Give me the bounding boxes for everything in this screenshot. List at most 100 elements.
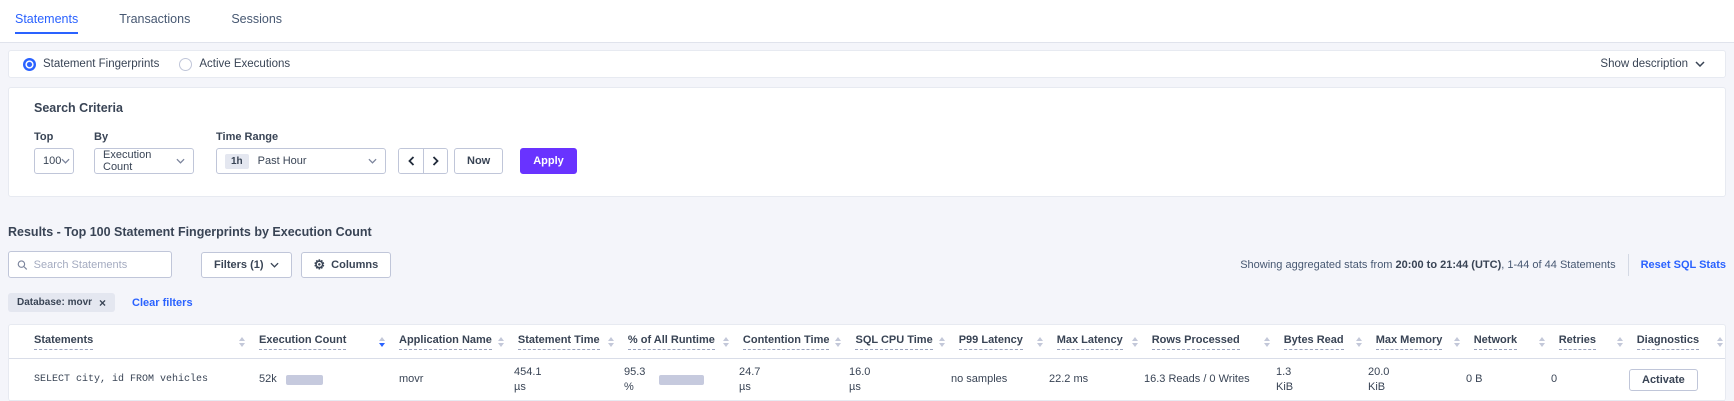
next-time-range-button[interactable]	[423, 149, 447, 173]
column-header-application-name[interactable]: Application Name	[399, 334, 508, 350]
pct-of-runtime-value: 95.3 %	[624, 365, 646, 393]
p99-latency-cell: no samples	[951, 373, 1008, 386]
search-icon	[17, 259, 28, 270]
tab-sessions[interactable]: Sessions	[231, 12, 283, 26]
statements-table: Statements Execution Count Application N…	[8, 324, 1726, 401]
activate-diagnostics-button[interactable]: Activate	[1629, 368, 1698, 391]
column-header-retries[interactable]: Retries	[1558, 334, 1627, 350]
aggregated-stats-text: Showing aggregated stats from 20:00 to 2…	[1240, 259, 1615, 271]
columns-label: Columns	[331, 258, 379, 271]
reset-sql-stats-link[interactable]: Reset SQL Stats	[1640, 258, 1726, 271]
show-description-toggle[interactable]: Show description	[1600, 58, 1705, 70]
column-header-pct-of-all-runtime[interactable]: % of All Runtime	[627, 334, 733, 350]
previous-time-range-button[interactable]	[399, 149, 423, 173]
column-label: P99 Latency	[958, 334, 1023, 350]
view-mode-row: Statement Fingerprints Active Executions…	[8, 50, 1726, 78]
results-controls-row: Filters (1) ⚙ Columns Showing aggregated…	[8, 251, 1726, 278]
contention-time-cell: 24.7 µs	[739, 365, 839, 395]
diagnostics-cell: Activate	[1629, 368, 1719, 391]
bytes-read-cell: 1.3 KiB	[1276, 365, 1358, 395]
radio-active-executions[interactable]: Active Executions	[179, 57, 291, 71]
sort-icon	[1453, 336, 1460, 347]
sort-icon	[938, 336, 945, 347]
table-header-row: Statements Execution Count Application N…	[9, 325, 1725, 359]
column-header-rows-processed[interactable]: Rows Processed	[1151, 334, 1274, 350]
column-label: % of All Runtime	[627, 334, 715, 350]
column-label: Max Memory	[1375, 334, 1443, 350]
column-label: Retries	[1558, 334, 1597, 350]
stats-suffix: , 1-44 of 44 Statements	[1501, 258, 1616, 271]
column-header-contention-time[interactable]: Contention Time	[742, 334, 846, 350]
column-header-diagnostics[interactable]: Diagnostics	[1636, 334, 1727, 350]
radio-label: Active Executions	[199, 58, 291, 70]
column-header-bytes-read[interactable]: Bytes Read	[1283, 334, 1366, 350]
chevron-down-icon	[1695, 61, 1705, 67]
execution-count-bar	[285, 374, 323, 385]
top-value: 100	[43, 155, 62, 167]
sort-icon	[1355, 336, 1362, 347]
radio-statement-fingerprints[interactable]: Statement Fingerprints	[23, 57, 159, 71]
sort-icon	[607, 336, 614, 347]
clear-filters-link[interactable]: Clear filters	[132, 296, 193, 309]
chevron-down-icon	[61, 158, 70, 164]
chevron-down-icon	[269, 262, 279, 268]
sql-activity-tabbar: Statements Transactions Sessions	[0, 0, 1734, 43]
search-criteria-title: Search Criteria	[34, 101, 123, 115]
remove-filter-icon[interactable]: ×	[99, 295, 107, 310]
chevron-down-icon	[368, 158, 377, 164]
column-header-statement-time[interactable]: Statement Time	[517, 334, 618, 350]
rows-processed-cell: 16.3 Reads / 0 Writes	[1144, 373, 1250, 386]
column-label: Execution Count	[259, 334, 347, 350]
sort-icon	[1131, 336, 1138, 347]
column-header-max-memory[interactable]: Max Memory	[1375, 334, 1464, 350]
network-cell: 0 B	[1466, 373, 1483, 386]
sort-icon	[1538, 336, 1545, 347]
max-latency-cell: 22.2 ms	[1049, 373, 1089, 386]
application-name-cell: movr	[399, 373, 424, 386]
top-select[interactable]: 100	[34, 148, 74, 174]
tab-transactions[interactable]: Transactions	[119, 12, 191, 26]
column-label: Statements	[34, 334, 94, 350]
column-header-network[interactable]: Network	[1473, 334, 1549, 350]
column-label: Bytes Read	[1283, 334, 1344, 350]
bytes-read-value: 1.3 KiB	[1276, 365, 1294, 393]
statement-time-cell: 454.1 µs	[514, 365, 614, 395]
by-select[interactable]: Execution Count	[94, 148, 194, 174]
gear-icon: ⚙	[313, 257, 326, 272]
column-label: Max Latency	[1056, 334, 1123, 350]
sort-icon	[497, 336, 504, 347]
column-label: Network	[1473, 334, 1518, 350]
sort-icon	[1263, 336, 1270, 347]
max-memory-cell: 20.0 KiB	[1368, 365, 1456, 395]
column-header-max-latency[interactable]: Max Latency	[1056, 334, 1142, 350]
search-criteria-form: Top 100 By Execution Count Time Range 1h…	[34, 131, 1700, 174]
filters-button[interactable]: Filters (1)	[201, 251, 292, 278]
table-row: SELECT city, id FROM vehicles 52k movr 4…	[9, 359, 1725, 401]
divider	[1627, 253, 1629, 276]
column-header-sql-cpu-time[interactable]: SQL CPU Time	[855, 334, 948, 350]
results-heading: Results - Top 100 Statement Fingerprints…	[8, 225, 372, 239]
execution-count-cell: 52k	[259, 372, 389, 387]
tab-statements[interactable]: Statements	[15, 12, 79, 34]
column-header-statements[interactable]: Statements	[34, 334, 249, 350]
columns-button[interactable]: ⚙ Columns	[300, 251, 392, 278]
pct-of-runtime-cell: 95.3 %	[624, 365, 729, 395]
filter-tag-label: Database: movr	[17, 297, 93, 308]
sort-icon	[722, 336, 729, 347]
pct-of-runtime-bar	[659, 374, 704, 385]
column-header-p99-latency[interactable]: P99 Latency	[958, 334, 1047, 350]
apply-button[interactable]: Apply	[520, 148, 577, 174]
now-button[interactable]: Now	[454, 148, 504, 174]
column-label: Rows Processed	[1151, 334, 1240, 350]
statement-fingerprint-link[interactable]: SELECT city, id FROM vehicles	[34, 373, 209, 385]
sort-desc-icon	[379, 336, 385, 347]
search-statements-input[interactable]	[33, 258, 163, 271]
filter-tags-row: Database: movr × Clear filters	[8, 293, 1726, 312]
filters-label: Filters (1)	[214, 258, 264, 271]
column-header-execution-count[interactable]: Execution Count	[259, 334, 389, 350]
by-value: Execution Count	[103, 149, 152, 173]
column-label: Contention Time	[742, 334, 830, 350]
statement-time-value: 454.1 µs	[514, 365, 542, 393]
time-range-select[interactable]: 1h Past Hour	[216, 148, 386, 174]
show-description-label: Show description	[1600, 58, 1688, 70]
